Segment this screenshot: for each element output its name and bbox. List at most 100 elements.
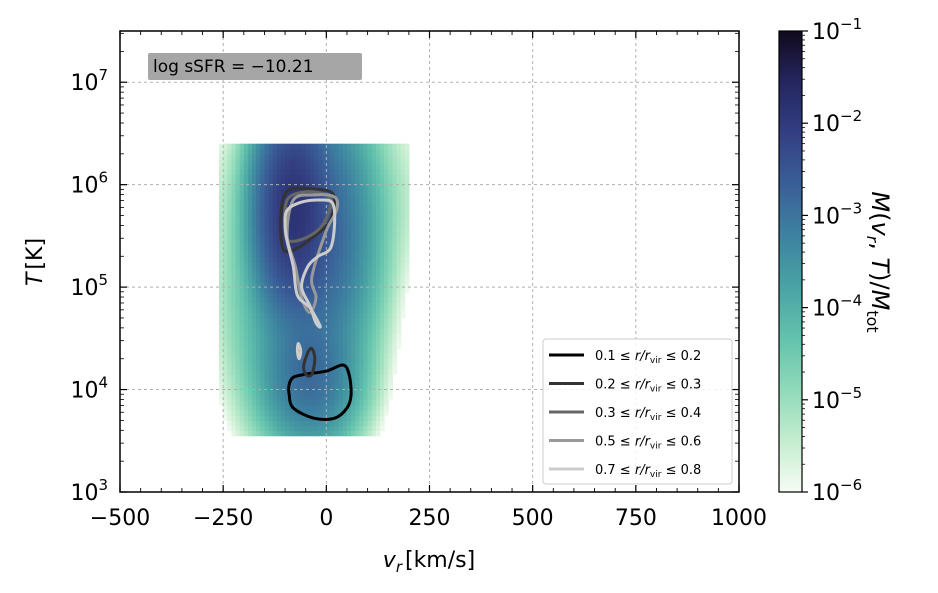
- heatmap-cell: [367, 348, 373, 355]
- heatmap-cell: [338, 415, 344, 421]
- heatmap-cell: [260, 333, 266, 339]
- heatmap-cell: [384, 153, 389, 160]
- heatmap-cell: [330, 143, 336, 150]
- heatmap-cell: [231, 389, 237, 396]
- heatmap-cell: [359, 251, 365, 257]
- heatmap-cell: [318, 159, 323, 165]
- heatmap-cell: [338, 338, 344, 345]
- heatmap-cell: [289, 164, 294, 170]
- heatmap-cell: [247, 312, 253, 319]
- heatmap-cell: [355, 348, 360, 355]
- heatmap-cell: [301, 420, 307, 427]
- heatmap-cell: [309, 143, 315, 150]
- heatmap-cell: [272, 307, 278, 314]
- heatmap-cell: [363, 374, 369, 380]
- heatmap-cell: [260, 246, 266, 252]
- heatmap-cell: [322, 333, 327, 339]
- heatmap-cell: [239, 312, 245, 319]
- y-tick-label: 104: [70, 374, 108, 404]
- heatmap-cell: [330, 394, 336, 401]
- heatmap-cell: [280, 148, 286, 155]
- heatmap-cell: [264, 164, 270, 170]
- heatmap-cell: [260, 379, 266, 386]
- heatmap-cell: [305, 369, 311, 375]
- heatmap-cell: [355, 220, 360, 227]
- heatmap-cell: [247, 369, 253, 375]
- heatmap-cell: [297, 302, 303, 309]
- heatmap-cell: [268, 379, 274, 386]
- heatmap-cell: [375, 261, 381, 268]
- heatmap-cell: [252, 205, 257, 211]
- heatmap-cell: [363, 189, 369, 196]
- heatmap-cell: [379, 246, 385, 252]
- heatmap-cell: [268, 256, 274, 263]
- heatmap-cell: [223, 287, 228, 293]
- heatmap-cell: [227, 210, 233, 216]
- heatmap-cell: [231, 169, 237, 176]
- heatmap-cell: [355, 343, 360, 350]
- heatmap-cell: [276, 322, 282, 329]
- heatmap-cell: [280, 235, 286, 242]
- heatmap-cell: [379, 384, 385, 391]
- heatmap-cell: [223, 266, 228, 273]
- heatmap-cell: [351, 189, 356, 196]
- heatmap-cell: [247, 148, 253, 155]
- heatmap-cell: [342, 389, 348, 396]
- heatmap-cell: [293, 328, 299, 334]
- heatmap-cell: [268, 220, 274, 227]
- heatmap-cell: [388, 338, 393, 345]
- heatmap-cell: [280, 374, 286, 380]
- heatmap-cell: [322, 389, 327, 396]
- heatmap-cell: [301, 256, 307, 263]
- heatmap-cell: [276, 189, 282, 196]
- heatmap-cell: [338, 256, 344, 263]
- heatmap-cell: [297, 369, 303, 375]
- heatmap-cell: [342, 287, 348, 293]
- heatmap-cell: [289, 276, 294, 283]
- heatmap-cell: [285, 184, 290, 191]
- heatmap-cell: [309, 425, 315, 432]
- heatmap-cell: [330, 328, 336, 334]
- heatmap-cell: [400, 235, 406, 242]
- heatmap-cell: [293, 348, 299, 355]
- heatmap-cell: [318, 194, 323, 201]
- heatmap-cell: [355, 312, 360, 319]
- heatmap-cell: [326, 379, 332, 386]
- heatmap-cell: [235, 343, 241, 350]
- heatmap-cell: [375, 379, 381, 386]
- heatmap-cell: [318, 374, 323, 380]
- heatmap-cell: [293, 389, 299, 396]
- heatmap-cell: [219, 184, 224, 191]
- heatmap-cell: [400, 164, 406, 170]
- heatmap-cell: [404, 220, 410, 227]
- heatmap-cell: [301, 404, 307, 411]
- heatmap-cell: [330, 297, 336, 304]
- heatmap-cell: [392, 307, 398, 314]
- heatmap-cell: [264, 281, 270, 288]
- heatmap-cell: [326, 292, 332, 298]
- heatmap-cell: [231, 256, 237, 263]
- heatmap-cell: [346, 317, 352, 324]
- heatmap-cell: [371, 266, 377, 273]
- heatmap-cell: [351, 210, 356, 216]
- heatmap-cell: [219, 374, 224, 380]
- heatmap-cell: [272, 164, 278, 170]
- heatmap-cell: [231, 338, 237, 345]
- heatmap-cell: [227, 225, 233, 232]
- heatmap-cell: [223, 189, 228, 196]
- heatmap-cell: [297, 394, 303, 401]
- heatmap-cell: [272, 220, 278, 227]
- heatmap-cell: [326, 353, 332, 360]
- heatmap-cell: [280, 399, 286, 406]
- heatmap-cell: [346, 343, 352, 350]
- heatmap-cell: [322, 271, 327, 278]
- heatmap-cell: [293, 415, 299, 421]
- heatmap-cell: [326, 261, 332, 268]
- heatmap-cell: [388, 194, 393, 201]
- heatmap-cell: [285, 420, 290, 427]
- heatmap-cell: [231, 215, 237, 222]
- heatmap-cell: [371, 276, 377, 283]
- heatmap-cell: [396, 307, 402, 314]
- heatmap-cell: [293, 205, 299, 211]
- heatmap-cell: [367, 425, 373, 432]
